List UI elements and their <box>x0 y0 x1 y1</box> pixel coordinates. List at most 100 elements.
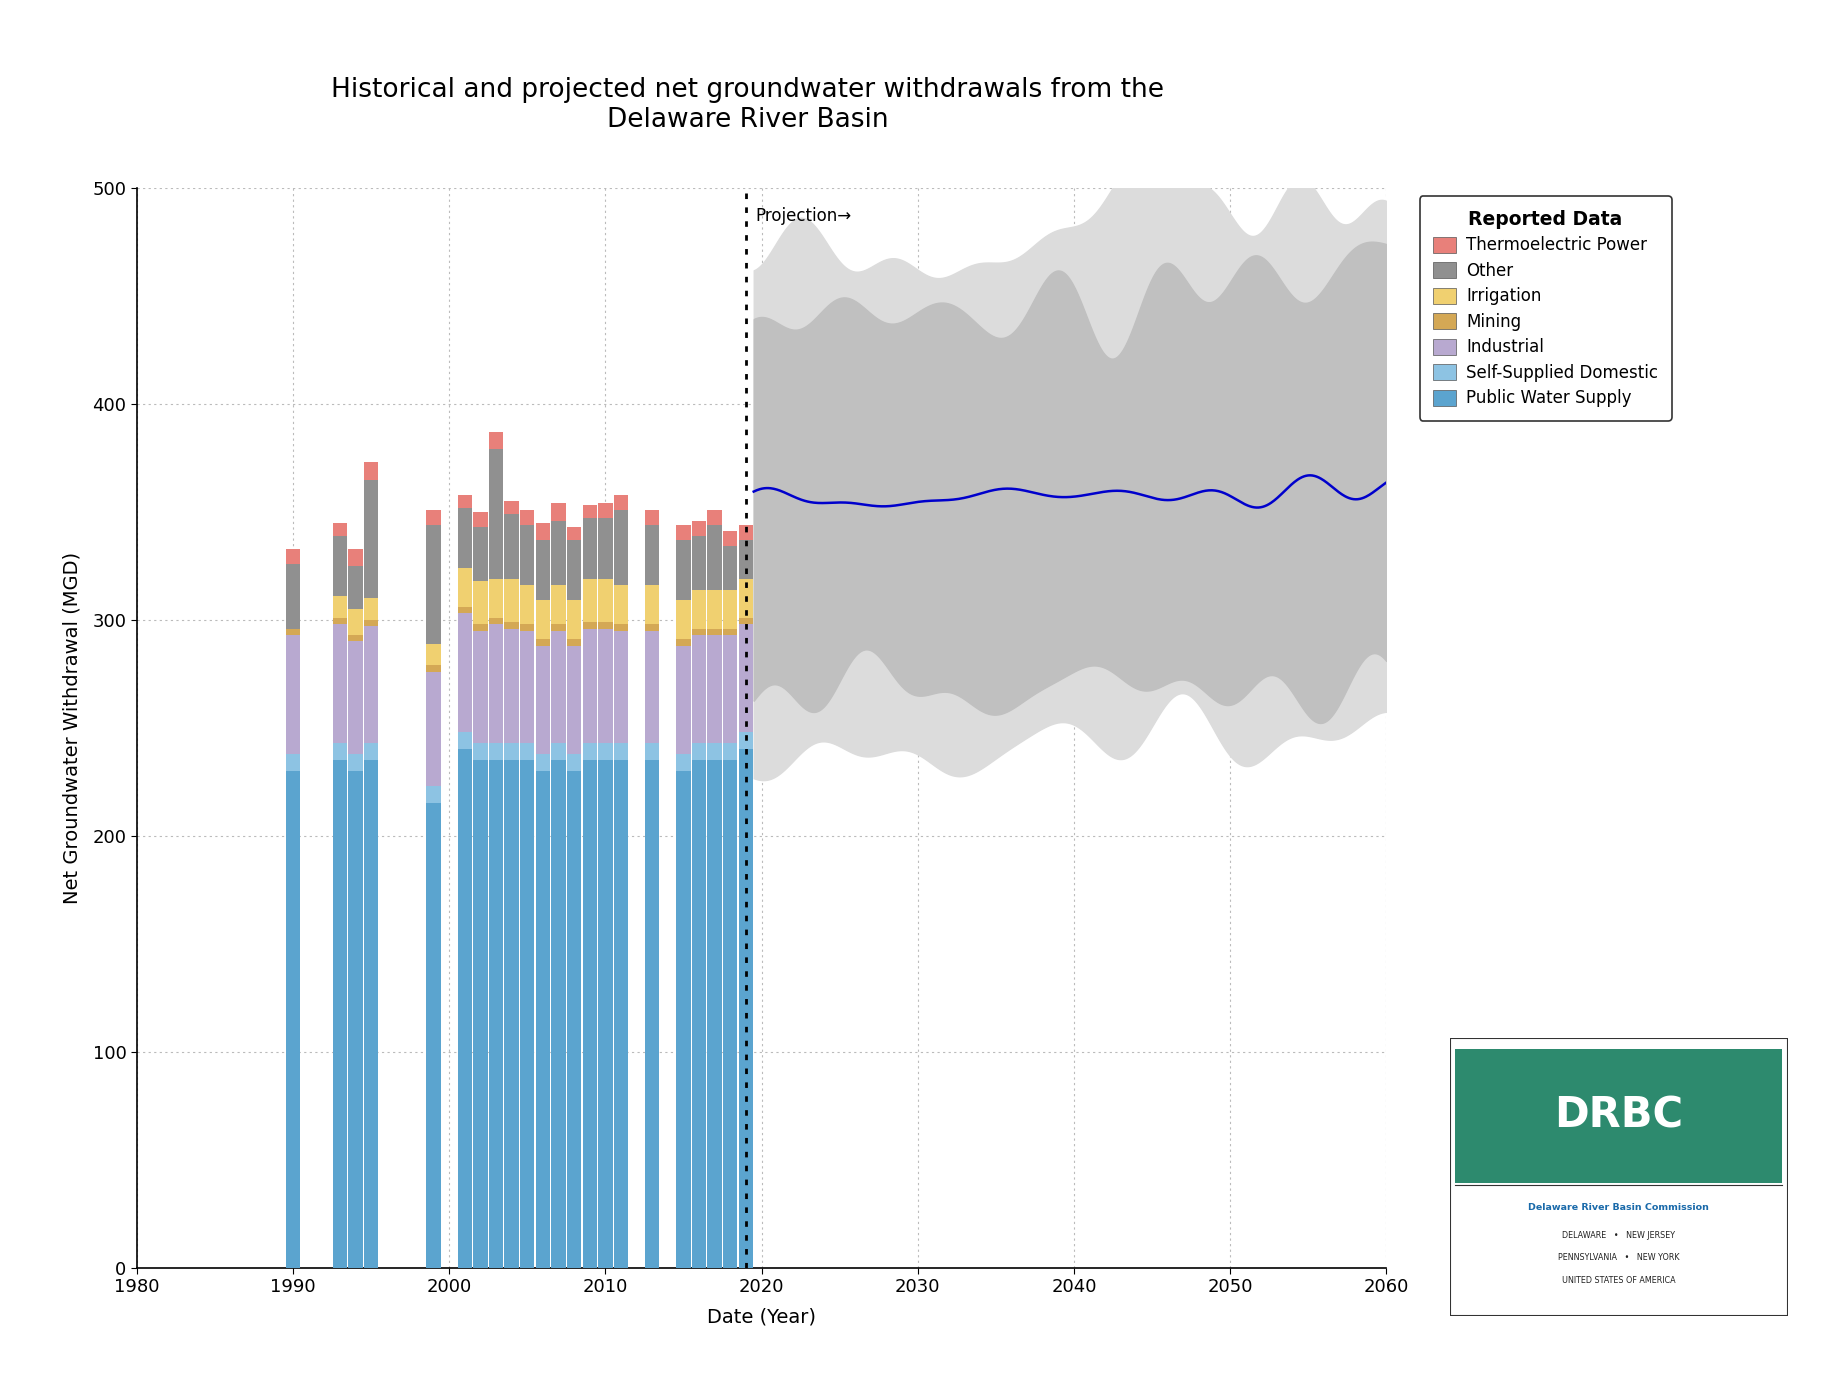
Bar <box>722 628 736 635</box>
Bar <box>551 742 565 761</box>
X-axis label: Date (Year): Date (Year) <box>707 1307 815 1326</box>
Bar <box>691 628 706 635</box>
Bar <box>645 525 660 585</box>
Bar <box>332 624 346 742</box>
Bar <box>676 525 691 540</box>
Bar <box>427 525 441 644</box>
Bar <box>722 531 736 546</box>
Bar <box>722 742 736 761</box>
Bar <box>598 742 613 761</box>
Bar <box>691 589 706 628</box>
Bar <box>363 598 377 620</box>
Bar <box>645 631 660 742</box>
Bar <box>286 754 301 770</box>
Bar <box>348 566 363 609</box>
Bar <box>363 462 377 479</box>
Bar <box>458 733 472 749</box>
Bar <box>598 518 613 579</box>
Bar <box>645 624 660 631</box>
Bar <box>551 631 565 742</box>
Bar <box>551 761 565 1268</box>
Text: Delaware River Basin Commission: Delaware River Basin Commission <box>1528 1204 1708 1212</box>
Bar <box>505 514 518 579</box>
Bar <box>738 540 753 579</box>
Bar <box>363 620 377 627</box>
Bar <box>582 761 596 1268</box>
Bar <box>613 624 627 631</box>
Bar <box>536 754 551 770</box>
Bar <box>582 506 596 518</box>
Bar <box>427 510 441 525</box>
Bar <box>489 624 503 742</box>
Bar <box>598 761 613 1268</box>
Bar <box>489 579 503 617</box>
Bar <box>348 635 363 641</box>
Bar <box>505 623 518 628</box>
Bar <box>520 742 534 761</box>
Bar <box>722 546 736 589</box>
Bar <box>472 624 487 631</box>
Bar <box>738 624 753 733</box>
Bar <box>567 527 582 540</box>
Bar <box>332 522 346 536</box>
Bar <box>645 742 660 761</box>
Bar <box>582 628 596 742</box>
Text: PENNSYLVANIA   •   NEW YORK: PENNSYLVANIA • NEW YORK <box>1557 1254 1679 1262</box>
Bar <box>582 623 596 628</box>
Bar <box>613 742 627 761</box>
Bar <box>458 507 472 568</box>
Bar <box>691 742 706 761</box>
Bar <box>738 749 753 1268</box>
Bar <box>551 503 565 521</box>
Bar <box>707 525 722 589</box>
Bar <box>286 635 301 754</box>
Bar <box>363 761 377 1268</box>
Bar <box>722 761 736 1268</box>
Bar <box>348 754 363 770</box>
Bar <box>348 641 363 754</box>
Bar <box>348 549 363 566</box>
Bar <box>691 761 706 1268</box>
Bar <box>1455 1049 1781 1183</box>
Bar <box>645 761 660 1268</box>
Y-axis label: Net Groundwater Withdrawal (MGD): Net Groundwater Withdrawal (MGD) <box>62 552 82 904</box>
Bar <box>536 540 551 600</box>
Bar <box>489 432 503 450</box>
Bar <box>505 628 518 742</box>
Bar <box>348 770 363 1268</box>
Bar <box>489 742 503 761</box>
Bar <box>520 585 534 624</box>
Bar <box>472 527 487 581</box>
Bar <box>458 495 472 507</box>
Bar <box>676 646 691 754</box>
Bar <box>286 564 301 628</box>
Bar <box>520 624 534 631</box>
Bar <box>676 770 691 1268</box>
Bar <box>613 585 627 624</box>
Bar <box>363 479 377 598</box>
Bar <box>613 510 627 585</box>
Bar <box>536 646 551 754</box>
Bar <box>536 600 551 639</box>
Bar <box>489 761 503 1268</box>
Bar <box>645 585 660 624</box>
Bar <box>598 579 613 623</box>
Bar <box>505 579 518 623</box>
Bar <box>286 549 301 564</box>
Bar <box>551 624 565 631</box>
Bar <box>598 623 613 628</box>
Bar <box>738 579 753 617</box>
Bar <box>722 589 736 628</box>
Bar <box>582 518 596 579</box>
Bar <box>613 761 627 1268</box>
Bar <box>707 628 722 635</box>
Bar <box>582 742 596 761</box>
Bar <box>472 511 487 527</box>
Bar <box>332 596 346 617</box>
Bar <box>286 628 301 635</box>
Bar <box>676 540 691 600</box>
Bar <box>427 666 441 671</box>
Bar <box>676 754 691 770</box>
Bar <box>427 644 441 666</box>
Bar <box>472 581 487 624</box>
